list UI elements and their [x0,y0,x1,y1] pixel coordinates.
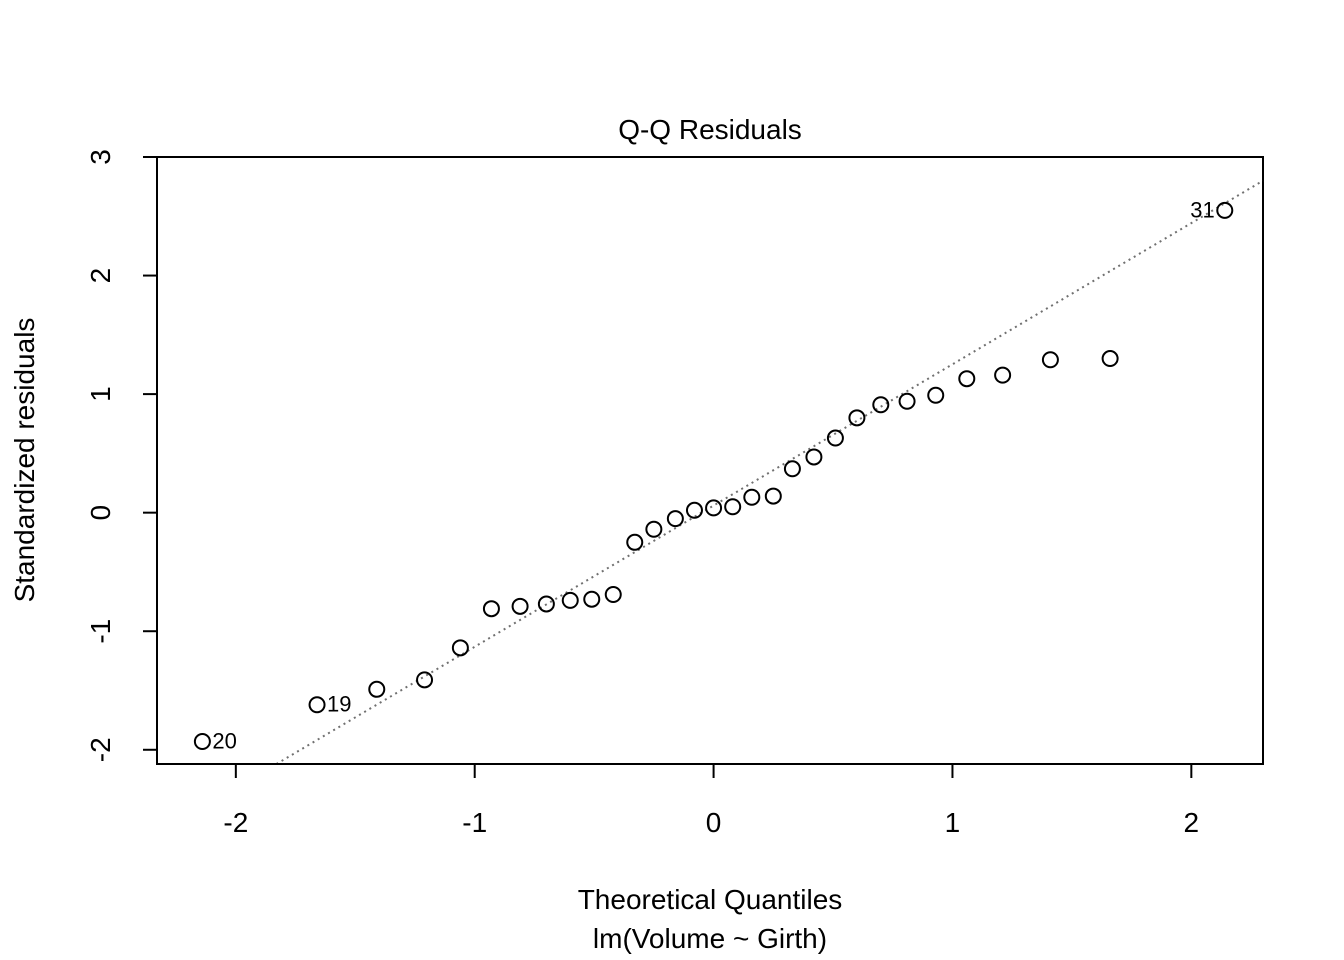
data-point [764,487,782,505]
data-point [743,488,761,506]
data-point [958,370,976,388]
x-tick-label: 1 [945,807,961,838]
y-axis-label: Standardized residuals [9,318,40,603]
data-point [1041,351,1059,369]
y-axis: -2 -1 0 1 2 3 [85,149,158,762]
reference-line [275,179,1264,765]
reference-line-layer [275,179,1264,765]
data-point [308,696,326,714]
data-point [626,533,644,551]
data-point [561,591,579,609]
data-point [451,639,469,657]
data-point [416,671,434,689]
x-tick-label: -2 [223,807,248,838]
data-point [482,600,500,618]
data-point [848,409,866,427]
y-tick-label: 3 [85,149,116,165]
data-point [1101,350,1119,368]
data-point [685,501,703,519]
x-tick-label: -1 [462,807,487,838]
data-point [826,429,844,447]
data-point [927,386,945,404]
point-label: 19 [327,692,351,717]
data-point [872,396,890,414]
x-axis-sublabel: lm(Volume ~ Girth) [593,923,827,954]
y-tick-label: -2 [85,737,116,762]
x-axis-label: Theoretical Quantiles [578,884,843,915]
x-tick-label: 0 [706,807,722,838]
point-label: 20 [212,728,236,753]
data-point [537,595,555,613]
data-point [645,520,663,538]
data-point [193,732,211,750]
plot-area [156,156,1264,765]
data-point [805,448,823,466]
chart-title: Q-Q Residuals [618,114,802,145]
data-point [898,392,916,410]
y-tick-label: 1 [85,386,116,402]
data-point [604,585,622,603]
x-axis: -2 -1 0 1 2 [223,763,1200,838]
y-tick-label: 0 [85,505,116,521]
y-tick-label: 2 [85,268,116,284]
x-tick-label: 2 [1184,807,1200,838]
data-point [511,597,529,615]
data-point [783,460,801,478]
points-layer: 20 19 31 [193,197,1234,753]
data-point [724,498,742,516]
data-point [583,590,601,608]
data-point [1216,201,1234,219]
data-point [705,499,723,517]
point-label: 31 [1190,197,1214,222]
data-point [994,366,1012,384]
y-tick-label: -1 [85,619,116,644]
data-point [368,680,386,698]
data-point [666,510,684,528]
